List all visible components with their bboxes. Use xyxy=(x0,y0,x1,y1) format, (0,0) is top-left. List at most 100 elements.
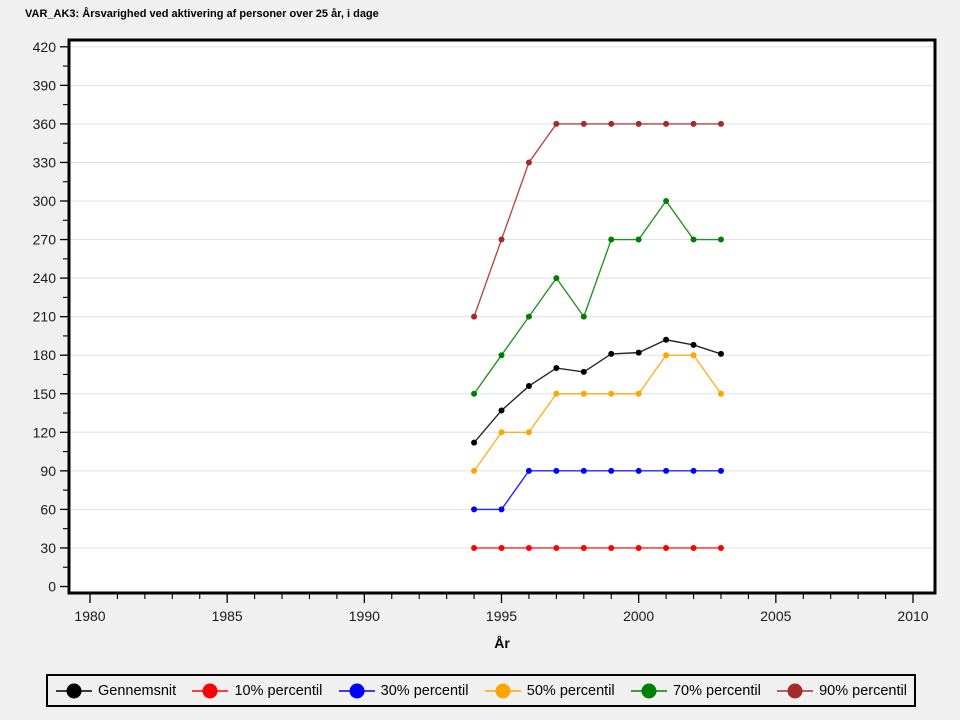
legend-item: 10% percentil xyxy=(191,682,322,700)
legend-item: 70% percentil xyxy=(630,682,761,700)
data-point xyxy=(717,544,724,551)
legend-label: 10% percentil xyxy=(234,682,323,699)
legend-marker-icon xyxy=(56,683,92,698)
data-point xyxy=(498,544,505,551)
data-point xyxy=(717,236,724,243)
y-tick-label: 360 xyxy=(33,116,57,132)
series-line xyxy=(473,354,722,472)
y-tick-label: 90 xyxy=(40,463,56,479)
legend-item: Gennemsnit xyxy=(55,682,176,700)
y-tick-label: 300 xyxy=(33,193,57,209)
data-point xyxy=(635,236,642,243)
legend-marker-icon xyxy=(484,683,521,698)
data-point xyxy=(471,390,478,397)
y-tick-label: 420 xyxy=(33,39,57,55)
data-point xyxy=(553,275,560,282)
data-point xyxy=(608,120,615,127)
data-point xyxy=(553,390,560,397)
x-tick-label: 1990 xyxy=(349,608,380,624)
data-point xyxy=(663,120,670,127)
data-point xyxy=(635,390,642,397)
data-point xyxy=(717,120,724,127)
data-point xyxy=(690,120,697,127)
legend-label: 90% percentil xyxy=(819,682,907,699)
x-tick-label: 1980 xyxy=(74,608,105,624)
y-tick-label: 270 xyxy=(33,232,57,248)
data-point xyxy=(635,120,642,127)
data-point xyxy=(663,544,670,551)
data-point xyxy=(553,120,560,127)
legend-label: 70% percentil xyxy=(672,682,761,699)
x-tick-label: 2000 xyxy=(623,608,654,624)
x-tick-label: 1985 xyxy=(212,608,243,624)
x-tick-label: 2010 xyxy=(897,608,928,624)
data-point xyxy=(580,390,587,397)
data-point xyxy=(690,352,697,359)
data-point xyxy=(717,390,724,397)
data-point xyxy=(635,467,642,474)
series-line xyxy=(473,123,721,317)
line-chart: 0 30 60 90 120 150 180 210 240 270 300 330 360 390 420… xyxy=(33,38,937,651)
data-point xyxy=(635,544,642,551)
y-tick-label: 210 xyxy=(33,309,57,325)
y-tick-label: 0 xyxy=(48,579,56,595)
data-point xyxy=(498,352,505,359)
data-point xyxy=(471,439,478,446)
y-tick-label: 30 xyxy=(40,540,56,556)
data-point xyxy=(471,544,478,551)
data-point xyxy=(608,236,615,243)
y-tick-label: 240 xyxy=(33,270,57,286)
data-point xyxy=(471,467,478,474)
legend: Gennemsnit 10% percentil 30% percentil 50% … xyxy=(46,674,916,707)
data-point xyxy=(663,467,670,474)
data-point xyxy=(525,159,532,166)
y-tick-label: 60 xyxy=(40,501,56,517)
data-point xyxy=(471,313,478,320)
data-point xyxy=(525,467,532,474)
legend-marker-icon xyxy=(192,683,229,698)
data-point xyxy=(663,352,670,359)
series-line xyxy=(473,199,721,395)
data-point xyxy=(580,544,587,551)
data-point xyxy=(498,506,505,513)
legend-item: 90% percentil xyxy=(776,682,907,700)
data-point xyxy=(580,313,587,320)
data-point xyxy=(525,313,532,320)
legend-marker-icon xyxy=(338,683,375,698)
data-point xyxy=(525,429,532,436)
data-point xyxy=(525,383,532,390)
legend-marker-icon xyxy=(630,683,667,698)
data-point xyxy=(690,236,697,243)
data-point xyxy=(498,429,505,436)
data-point xyxy=(608,390,615,397)
data-point xyxy=(471,506,478,513)
y-tick-label: 330 xyxy=(33,154,57,170)
x-tick-label: 2005 xyxy=(760,608,791,624)
data-point xyxy=(553,544,560,551)
data-point xyxy=(498,407,505,414)
series-line xyxy=(473,339,722,444)
data-point xyxy=(690,544,697,551)
data-point xyxy=(717,467,724,474)
data-point xyxy=(580,467,587,474)
y-tick-label: 150 xyxy=(33,386,57,402)
legend-item: 30% percentil xyxy=(338,682,469,700)
data-point xyxy=(608,467,615,474)
x-axis-label: År xyxy=(494,635,510,651)
data-point xyxy=(663,198,670,204)
legend-marker-icon xyxy=(777,683,814,698)
legend-item: 50% percentil xyxy=(484,682,615,700)
legend-label: Gennemsnit xyxy=(98,682,177,699)
chart-title: VAR_AK3: Årsvarighed ved aktivering af p… xyxy=(25,8,379,20)
data-point xyxy=(498,236,505,243)
data-point xyxy=(580,120,587,127)
data-point xyxy=(608,544,615,551)
y-tick-label: 390 xyxy=(33,77,57,93)
data-point xyxy=(553,365,560,372)
data-point xyxy=(635,349,642,356)
y-tick-label: 120 xyxy=(33,424,57,440)
data-point xyxy=(553,467,560,474)
data-point xyxy=(580,368,587,375)
data-point xyxy=(717,350,724,357)
